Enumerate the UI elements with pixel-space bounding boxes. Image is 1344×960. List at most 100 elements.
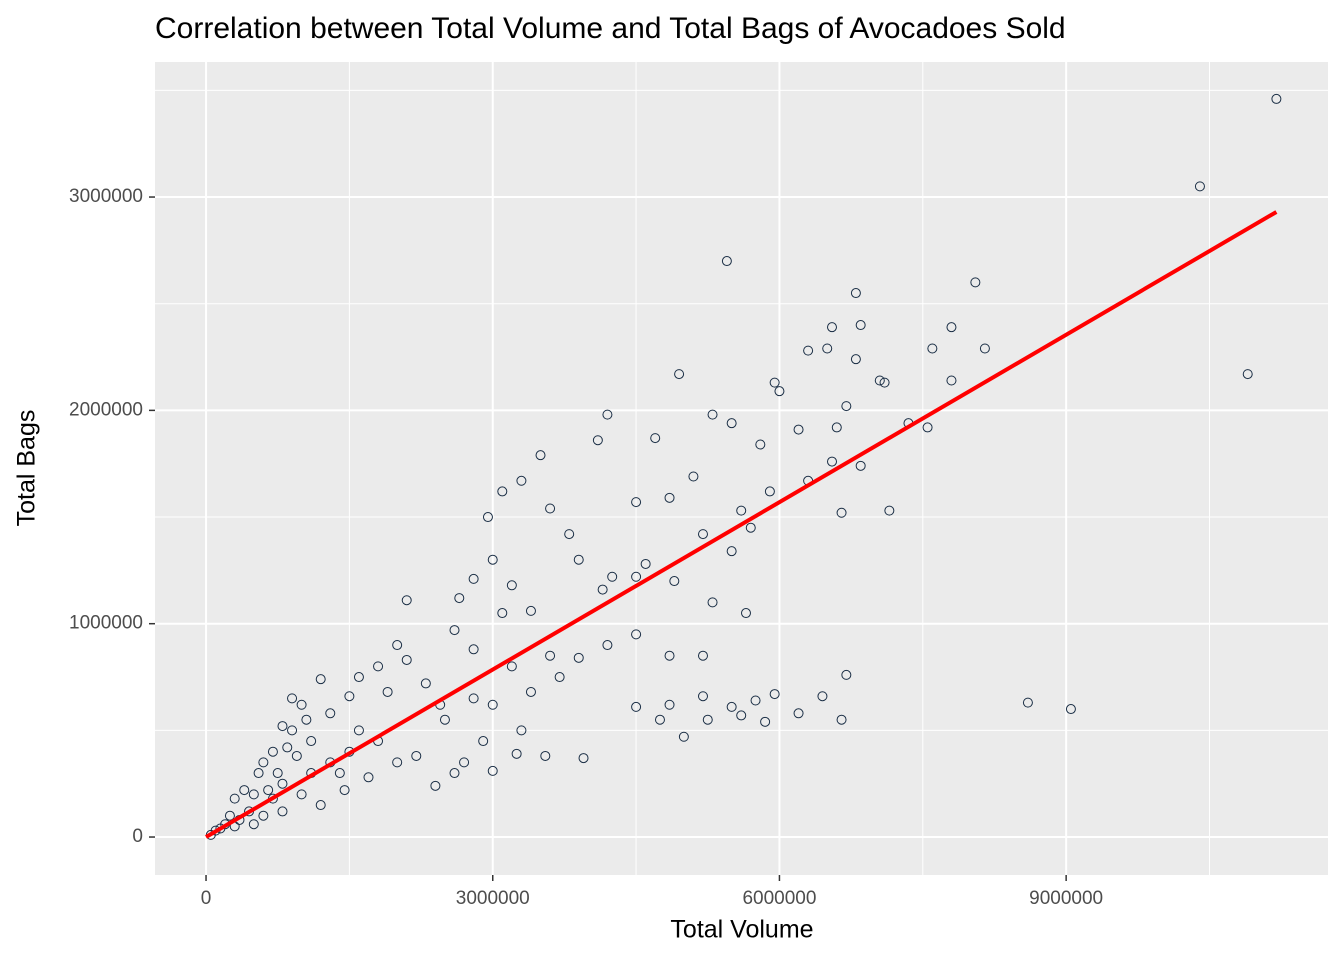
scatter-point	[511, 748, 522, 759]
x-tick-label: 0	[201, 888, 212, 909]
scatter-point	[506, 580, 517, 591]
scatter-point	[239, 785, 250, 796]
scatter-point	[215, 823, 226, 834]
scatter-point	[922, 422, 933, 433]
scatter-point	[850, 288, 861, 299]
scatter-point	[745, 522, 756, 533]
scatter-point	[721, 256, 732, 267]
scatter-point	[449, 768, 460, 779]
scatter-point	[287, 693, 298, 704]
scatter-point	[822, 343, 833, 354]
scatter-point	[573, 554, 584, 565]
scatter-point	[516, 725, 527, 736]
scatter-point	[306, 736, 317, 747]
scatter-point	[841, 669, 852, 680]
scatter-point	[353, 672, 364, 683]
scatter-point	[540, 750, 551, 761]
scatter-point	[573, 652, 584, 663]
scatter-point	[592, 435, 603, 446]
scatter-point	[554, 672, 565, 683]
scatter-point	[979, 343, 990, 354]
scatter-point	[497, 608, 508, 619]
scatter-point	[459, 757, 470, 768]
scatter-point	[325, 708, 336, 719]
scatter-point	[401, 595, 412, 606]
scatter-point	[927, 343, 938, 354]
scatter-point	[411, 750, 422, 761]
scatter-point	[487, 765, 498, 776]
scatter-point	[650, 433, 661, 444]
scatter-point	[664, 650, 675, 661]
scatter-point	[831, 422, 842, 433]
scatter-point	[702, 714, 713, 725]
scatter-point	[277, 806, 288, 817]
scatter-point	[764, 486, 775, 497]
scatter-point	[726, 701, 737, 712]
scatter-point	[315, 800, 326, 811]
scatter-point	[884, 505, 895, 516]
scatter-point	[382, 686, 393, 697]
scatter-point	[564, 529, 575, 540]
scatter-point	[287, 725, 298, 736]
scatter-point	[697, 529, 708, 540]
scatter-point	[439, 714, 450, 725]
scatter-point	[740, 608, 751, 619]
scatter-point	[874, 375, 885, 386]
scatter-point	[755, 439, 766, 450]
scatter-point	[497, 486, 508, 497]
x-tick-label: 6000000	[742, 888, 816, 909]
scatter-point	[353, 725, 364, 736]
scatter-point	[855, 460, 866, 471]
y-tick-label: 1000000	[69, 613, 143, 634]
scatter-point	[946, 375, 957, 386]
plot-panel	[155, 62, 1328, 875]
scatter-point	[248, 819, 259, 830]
scatter-point	[669, 576, 680, 587]
scatter-point	[525, 686, 536, 697]
y-tick-label: 0	[132, 826, 143, 847]
scatter-point	[291, 750, 302, 761]
scatter-point	[631, 629, 642, 640]
scatter-point	[827, 456, 838, 467]
x-tick-label: 9000000	[1029, 888, 1103, 909]
scatter-point	[468, 644, 479, 655]
scatter-point	[879, 377, 890, 388]
scatter-point	[602, 640, 613, 651]
scatter-point	[970, 277, 981, 288]
scatter-point	[817, 691, 828, 702]
scatter-point	[229, 793, 240, 804]
scatter-point	[478, 736, 489, 747]
scatter-point	[769, 689, 780, 700]
scatter-point	[1065, 704, 1076, 715]
scatter-point	[736, 710, 747, 721]
scatter-point	[836, 714, 847, 725]
scatter-point	[248, 789, 259, 800]
scatter-point	[506, 661, 517, 672]
y-tick-label: 3000000	[69, 186, 143, 207]
scatter-point	[578, 753, 589, 764]
scatter-point	[253, 768, 264, 779]
scatter-point	[707, 409, 718, 420]
scatter-point	[468, 573, 479, 584]
scatter-point	[363, 772, 374, 783]
scatter-point	[793, 424, 804, 435]
scatter-point	[535, 450, 546, 461]
scatter-point	[736, 505, 747, 516]
scatter-point	[545, 650, 556, 661]
scatter-point	[430, 780, 441, 791]
scatter-point	[836, 507, 847, 518]
y-axis-label: Total Bags	[13, 410, 41, 527]
scatter-point	[224, 810, 235, 821]
scatter-point	[726, 546, 737, 557]
scatter-point	[654, 714, 665, 725]
scatter-point	[631, 701, 642, 712]
scatter-point	[401, 654, 412, 665]
x-tick-label: 3000000	[456, 888, 530, 909]
scatter-point	[263, 785, 274, 796]
scatter-point	[631, 497, 642, 508]
scatter-point	[855, 320, 866, 331]
scatter-point	[688, 471, 699, 482]
scatter-point	[760, 716, 771, 727]
scatter-point	[282, 742, 293, 753]
scatter-point	[454, 593, 465, 604]
